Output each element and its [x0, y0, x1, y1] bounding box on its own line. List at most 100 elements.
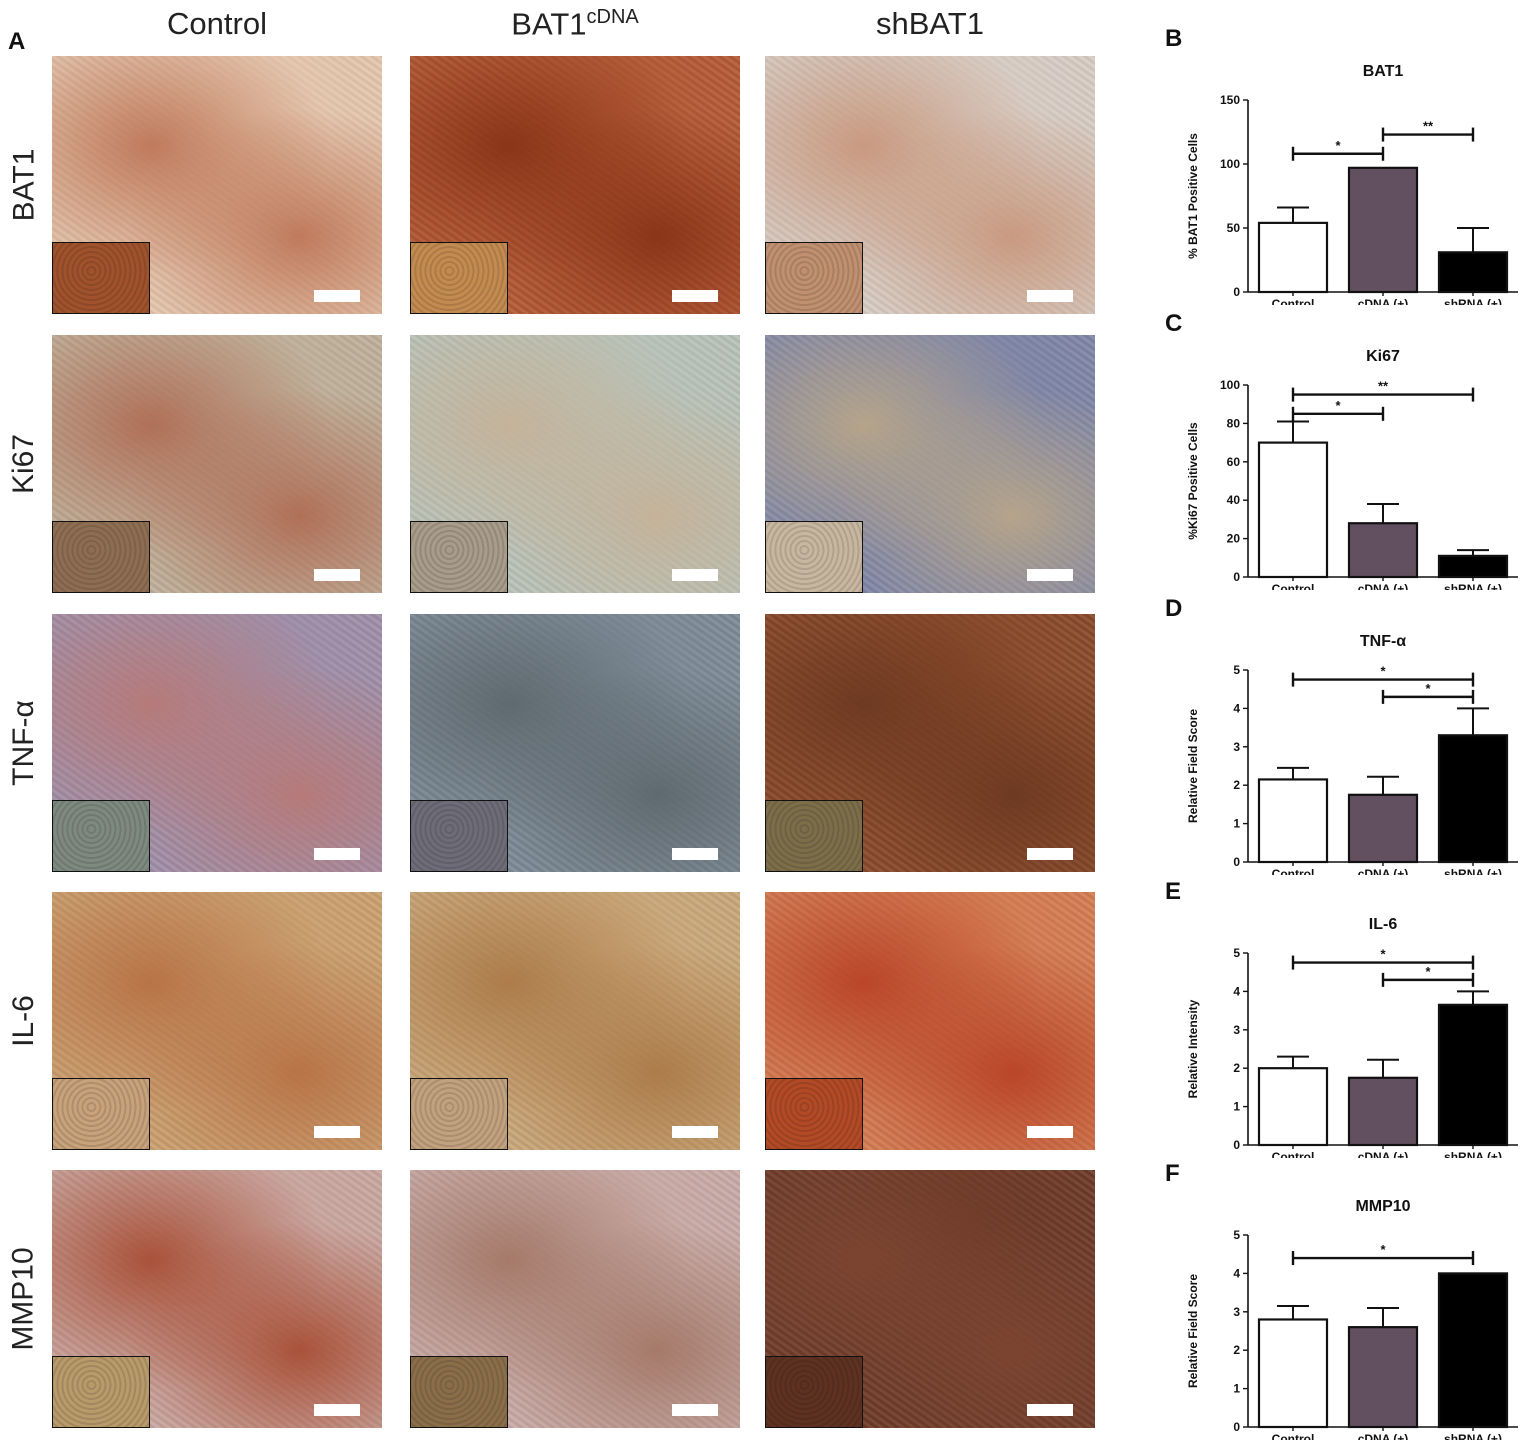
scale-bar — [314, 1404, 360, 1416]
row-label-text: MMP10 — [7, 1247, 41, 1351]
scale-bar — [1027, 569, 1073, 581]
chart-title: IL-6 — [1369, 916, 1398, 933]
magnified-inset — [410, 800, 508, 872]
panel-letter-a: A — [8, 28, 26, 55]
y-tick-label: 4 — [1233, 984, 1240, 998]
column-title-shbat1: shBAT1 — [765, 6, 1095, 42]
magnified-inset — [52, 800, 150, 872]
y-tick-label: 1 — [1233, 817, 1240, 831]
y-tick-label: 1 — [1233, 1100, 1240, 1114]
scale-bar — [672, 290, 718, 302]
x-tick-label: Control — [1272, 1432, 1315, 1440]
y-axis-label: %Ki67 Positive Cells — [1186, 422, 1200, 540]
x-tick-label: shRNA (+) — [1444, 1150, 1502, 1158]
panel-letter: D — [1165, 595, 1182, 622]
y-tick-label: 0 — [1233, 285, 1240, 299]
panel-letter: E — [1165, 878, 1181, 905]
y-tick-label: 3 — [1233, 1023, 1240, 1037]
row-label-text: BAT1 — [7, 148, 40, 222]
bar — [1437, 1003, 1509, 1147]
bar — [1437, 554, 1509, 579]
bar — [1347, 1326, 1419, 1429]
magnified-inset — [52, 521, 150, 593]
significance-label: * — [1425, 964, 1431, 979]
significance-label: * — [1380, 947, 1386, 962]
x-tick-label: shRNA (+) — [1444, 1432, 1502, 1440]
x-tick-label: Control — [1272, 297, 1315, 305]
magnified-inset — [765, 800, 863, 872]
y-tick-label: 1 — [1233, 1382, 1240, 1396]
panel-letter: B — [1165, 25, 1182, 52]
significance-label: * — [1335, 138, 1341, 153]
scale-bar — [1027, 290, 1073, 302]
row-label-ki67: Ki67 — [2, 335, 46, 593]
row-label-text: Ki67 — [7, 433, 41, 495]
micrograph-ki67-bat1-cdna — [410, 335, 740, 593]
y-tick-label: 2 — [1233, 1061, 1240, 1075]
bar — [1257, 778, 1329, 864]
row-label-tnf-alpha: TNF-α — [2, 614, 46, 872]
scale-bar — [1027, 1126, 1073, 1138]
bar — [1437, 734, 1509, 864]
bar-chart-f: F MMP10 Relative Field Score 0 1 2 3 4 5 Control c… — [1165, 1160, 1518, 1440]
panel-letter: F — [1165, 1160, 1180, 1187]
micrograph-mmp10-bat1-cdna — [410, 1170, 740, 1428]
x-tick-label: cDNA (+) — [1358, 582, 1409, 590]
magnified-inset — [765, 521, 863, 593]
row-label-bat1: BAT1 — [2, 56, 46, 314]
y-tick-label: 0 — [1233, 855, 1240, 869]
column-title-superscript: cDNA — [586, 6, 639, 28]
magnified-inset — [52, 1078, 150, 1150]
magnified-inset — [410, 521, 508, 593]
x-tick-label: cDNA (+) — [1358, 1432, 1409, 1440]
scale-bar — [672, 1126, 718, 1138]
y-tick-label: 0 — [1233, 1138, 1240, 1152]
micrograph-tnf-alpha-shbat1 — [765, 614, 1095, 872]
scale-bar — [672, 848, 718, 860]
significance-label: * — [1335, 398, 1341, 413]
y-tick-label: 100 — [1220, 157, 1240, 171]
row-label-il6: IL-6 — [2, 892, 46, 1150]
y-axis-label: Relative Intensity — [1186, 999, 1200, 1098]
bar — [1257, 1318, 1329, 1429]
significance-label: ** — [1378, 379, 1389, 394]
x-tick-label: Control — [1272, 1150, 1315, 1158]
y-tick-label: 80 — [1227, 416, 1241, 430]
significance-label: * — [1380, 1242, 1386, 1257]
chart-title: TNF-α — [1360, 633, 1406, 650]
chart-title: Ki67 — [1366, 348, 1400, 365]
row-label-text: TNF-α — [7, 700, 40, 786]
y-tick-label: 60 — [1227, 455, 1241, 469]
micrograph-il6-bat1-cdna — [410, 892, 740, 1150]
micrograph-bat1-shbat1 — [765, 56, 1095, 314]
micrograph-ki67-shbat1 — [765, 335, 1095, 593]
column-title-bat1-cdna: BAT1cDNA — [410, 6, 740, 42]
micrograph-bat1-bat1-cdna — [410, 56, 740, 314]
scale-bar — [672, 569, 718, 581]
y-tick-label: 20 — [1227, 532, 1241, 546]
magnified-inset — [52, 242, 150, 314]
bar-chart-c: C Ki67 %Ki67 Positive Cells 0 20 40 60 80 100 Con… — [1165, 310, 1518, 590]
bar-chart-d: D TNF-α Relative Field Score 0 1 2 3 4 5 Control c… — [1165, 595, 1518, 875]
magnified-inset — [765, 1356, 863, 1428]
bar — [1257, 221, 1329, 294]
y-tick-label: 2 — [1233, 1343, 1240, 1357]
magnified-inset — [52, 1356, 150, 1428]
column-title-text: BAT1 — [511, 6, 587, 42]
x-tick-label: Control — [1272, 582, 1315, 590]
chart-title: BAT1 — [1363, 63, 1404, 80]
bar — [1437, 251, 1509, 294]
y-tick-label: 3 — [1233, 740, 1240, 754]
x-tick-label: shRNA (+) — [1444, 297, 1502, 305]
y-tick-label: 5 — [1233, 1228, 1240, 1242]
y-tick-label: 4 — [1233, 1266, 1240, 1280]
y-tick-label: 100 — [1220, 378, 1240, 392]
column-title-text: Control — [167, 6, 267, 41]
micrograph-mmp10-shbat1 — [765, 1170, 1095, 1428]
chart-title: MMP10 — [1355, 1198, 1410, 1215]
x-tick-label: Control — [1272, 867, 1315, 875]
column-title-text: shBAT1 — [876, 6, 984, 41]
y-axis-label: % BAT1 Positive Cells — [1186, 133, 1200, 259]
y-tick-label: 150 — [1220, 93, 1240, 107]
scale-bar — [314, 290, 360, 302]
